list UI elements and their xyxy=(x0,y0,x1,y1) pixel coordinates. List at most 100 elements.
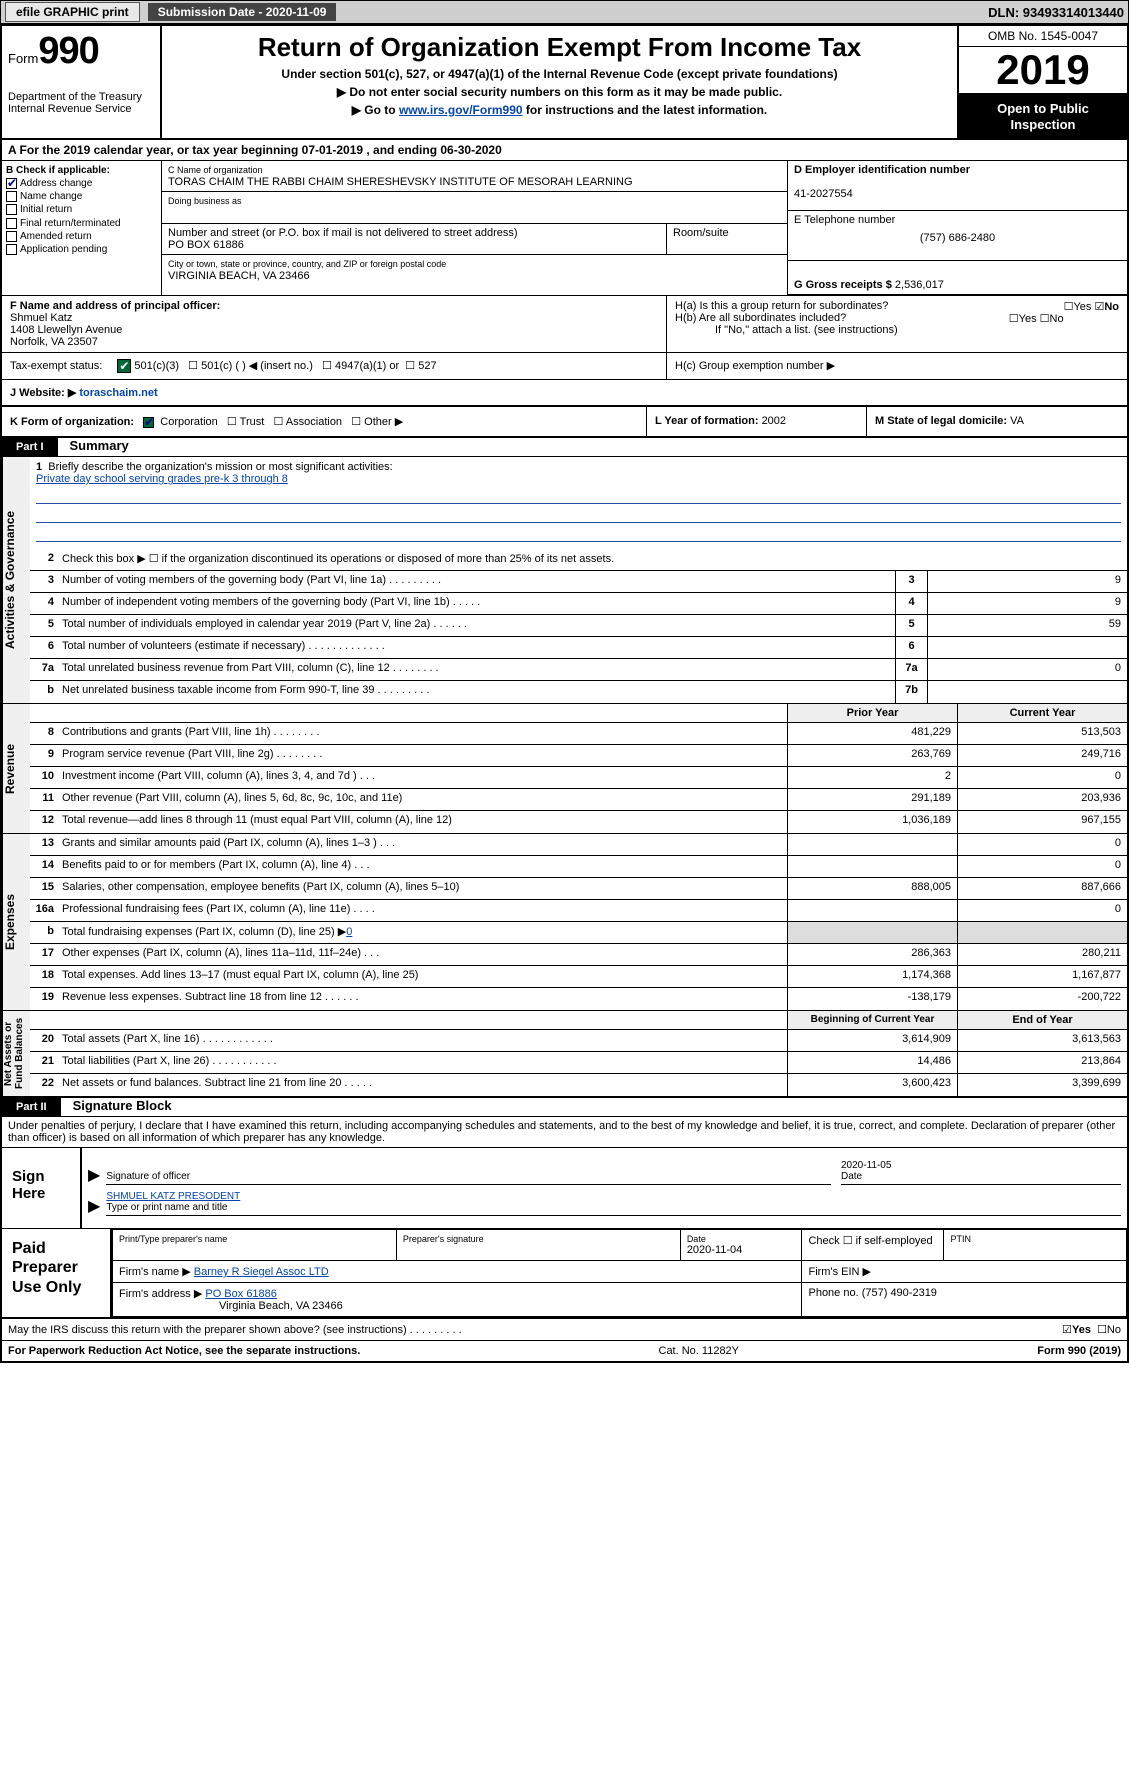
l19p: -138,179 xyxy=(787,988,957,1010)
vtab-activities: Activities & Governance xyxy=(2,457,30,703)
website-link[interactable]: toraschaim.net xyxy=(79,387,157,399)
org-addr: PO BOX 61886 xyxy=(168,239,244,251)
l10c: 0 xyxy=(957,767,1127,788)
col-B: B Check if applicable: Address change Na… xyxy=(2,161,162,295)
chk-amended[interactable] xyxy=(6,231,17,242)
form-of-org: K Form of organization: Corporation ☐ Tr… xyxy=(2,407,647,436)
l19c: -200,722 xyxy=(957,988,1127,1010)
tel: (757) 686-2480 xyxy=(794,232,1121,244)
l9c: 249,716 xyxy=(957,745,1127,766)
year-formation: L Year of formation: 2002 xyxy=(647,407,867,436)
l16ap xyxy=(787,900,957,921)
l16ac: 0 xyxy=(957,900,1127,921)
principal-officer: F Name and address of principal officer:… xyxy=(2,296,667,352)
l17c: 280,211 xyxy=(957,944,1127,965)
l13p xyxy=(787,834,957,855)
l11: Other revenue (Part VIII, column (A), li… xyxy=(58,789,787,810)
efile-button[interactable]: efile GRAPHIC print xyxy=(5,2,140,22)
l21: Total liabilities (Part X, line 26) . . … xyxy=(58,1052,787,1073)
l11p: 291,189 xyxy=(787,789,957,810)
l17: Other expenses (Part IX, column (A), lin… xyxy=(58,944,787,965)
l7av: 0 xyxy=(927,659,1127,680)
l9p: 263,769 xyxy=(787,745,957,766)
form-title: Return of Organization Exempt From Incom… xyxy=(170,32,949,63)
perjury-decl: Under penalties of perjury, I declare th… xyxy=(2,1117,1127,1148)
mission: Private day school serving grades pre-k … xyxy=(36,473,1121,485)
l20: Total assets (Part X, line 16) . . . . .… xyxy=(58,1030,787,1051)
current-year-hdr: Current Year xyxy=(957,704,1127,722)
chk-address[interactable] xyxy=(6,178,17,189)
l7b: Net unrelated business taxable income fr… xyxy=(58,681,895,703)
l15c: 887,666 xyxy=(957,878,1127,899)
h-a: H(a) Is this a group return for subordin… xyxy=(675,300,1119,312)
h-b: H(b) Are all subordinates included?☐Yes … xyxy=(675,312,1119,324)
l8c: 513,503 xyxy=(957,723,1127,744)
l4: Number of independent voting members of … xyxy=(58,593,895,614)
ssn-warning: ▶ Do not enter social security numbers o… xyxy=(170,85,949,99)
l21c: 213,864 xyxy=(957,1052,1127,1073)
goto-note: ▶ Go to www.irs.gov/Form990 for instruct… xyxy=(170,103,949,117)
discuss-yes[interactable]: ☑Yes xyxy=(1062,1323,1091,1336)
dept: Department of the Treasury Internal Reve… xyxy=(8,91,154,115)
sig-name: SHMUEL KATZ PRESODENTType or print name … xyxy=(106,1191,1121,1216)
omb: OMB No. 1545-0047 xyxy=(959,26,1127,47)
l3: Number of voting members of the governin… xyxy=(58,571,895,592)
l9: Program service revenue (Part VIII, line… xyxy=(58,745,787,766)
chk-initial[interactable] xyxy=(6,204,17,215)
l22: Net assets or fund balances. Subtract li… xyxy=(58,1074,787,1096)
l16bp xyxy=(787,922,957,943)
firm-name[interactable]: Barney R Siegel Assoc LTD xyxy=(194,1266,329,1278)
submission-date: Submission Date - 2020-11-09 xyxy=(148,3,337,21)
discuss-no[interactable]: ☐No xyxy=(1097,1323,1121,1336)
firm-ein: Firm's EIN ▶ xyxy=(808,1266,871,1278)
discuss-row: May the IRS discuss this return with the… xyxy=(2,1319,1127,1341)
chk-app[interactable] xyxy=(6,244,17,255)
tel-lbl: E Telephone number xyxy=(794,214,895,226)
top-toolbar: efile GRAPHIC print Submission Date - 20… xyxy=(0,0,1129,24)
form-prefix: Form xyxy=(8,51,38,66)
l12c: 967,155 xyxy=(957,811,1127,833)
l5: Total number of individuals employed in … xyxy=(58,615,895,636)
irs-link[interactable]: www.irs.gov/Form990 xyxy=(399,103,523,117)
eoy-hdr: End of Year xyxy=(957,1011,1127,1029)
l5v: 59 xyxy=(927,615,1127,636)
boy-hdr: Beginning of Current Year xyxy=(787,1011,957,1029)
l18c: 1,167,877 xyxy=(957,966,1127,987)
l22c: 3,399,699 xyxy=(957,1074,1127,1096)
form-subtitle: Under section 501(c), 527, or 4947(a)(1)… xyxy=(170,67,949,81)
prior-year-hdr: Prior Year xyxy=(787,704,957,722)
l7bv xyxy=(927,681,1127,703)
l13c: 0 xyxy=(957,834,1127,855)
l16bc xyxy=(957,922,1127,943)
l16b: Total fundraising expenses (Part IX, col… xyxy=(58,922,787,943)
ein: 41-2027554 xyxy=(794,188,853,200)
l15: Salaries, other compensation, employee b… xyxy=(58,878,787,899)
chk-name[interactable] xyxy=(6,191,17,202)
sig-officer[interactable]: Signature of officer xyxy=(106,1160,831,1185)
l12p: 1,036,189 xyxy=(787,811,957,833)
gross-lbl: G Gross receipts $ xyxy=(794,279,895,291)
l6: Total number of volunteers (estimate if … xyxy=(58,637,895,658)
chk-final[interactable] xyxy=(6,218,17,229)
foot-form: Form 990 (2019) xyxy=(1037,1345,1121,1357)
vtab-revenue: Revenue xyxy=(2,704,30,833)
l4v: 9 xyxy=(927,593,1127,614)
paid-preparer-lbl: Paid Preparer Use Only xyxy=(2,1229,112,1317)
chk-501c3[interactable] xyxy=(117,359,131,373)
chk-corp[interactable] xyxy=(143,417,154,428)
l15p: 888,005 xyxy=(787,878,957,899)
h-c: H(c) Group exemption number ▶ xyxy=(667,353,1127,379)
website-row: J Website: ▶ toraschaim.net xyxy=(2,380,1127,407)
part2-title: Signature Block xyxy=(61,1095,184,1116)
l12: Total revenue—add lines 8 through 11 (mu… xyxy=(58,811,787,833)
l14c: 0 xyxy=(957,856,1127,877)
l16a: Professional fundraising fees (Part IX, … xyxy=(58,900,787,921)
l19: Revenue less expenses. Subtract line 18 … xyxy=(58,988,787,1010)
foot-cat: Cat. No. 11282Y xyxy=(360,1345,1037,1357)
org-name: TORAS CHAIM THE RABBI CHAIM SHERESHEVSKY… xyxy=(168,176,633,188)
l21p: 14,486 xyxy=(787,1052,957,1073)
l10: Investment income (Part VIII, column (A)… xyxy=(58,767,787,788)
l20c: 3,613,563 xyxy=(957,1030,1127,1051)
l14: Benefits paid to or for members (Part IX… xyxy=(58,856,787,877)
l22p: 3,600,423 xyxy=(787,1074,957,1096)
